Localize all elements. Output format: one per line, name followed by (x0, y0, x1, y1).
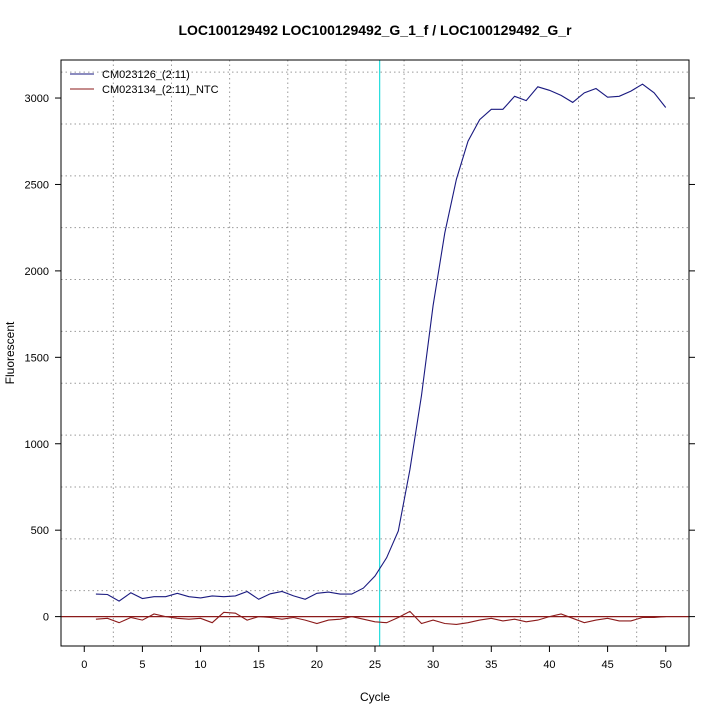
legend-label-1: CM023126_(2:11) (102, 69, 190, 81)
y-tick-label: 2000 (25, 266, 49, 278)
y-tick-label: 1500 (25, 352, 49, 364)
x-axis: 0 5 10 15 20 25 30 35 40 45 50 (81, 645, 672, 671)
y-axis: 0 500 1000 1500 2000 2500 3000 (25, 93, 695, 624)
x-axis-label: Cycle (360, 690, 390, 704)
x-tick-label: 15 (253, 659, 265, 671)
x-tick-label: 0 (81, 659, 87, 671)
x-tick-label: 5 (139, 659, 145, 671)
grid (61, 60, 689, 646)
y-axis-label: Fluorescent (3, 321, 17, 384)
y-tick-label: 0 (43, 612, 49, 624)
series-line-1 (95, 83, 667, 602)
x-tick-label: 20 (311, 659, 323, 671)
series-line-2 (95, 610, 666, 625)
y-tick-label: 500 (31, 525, 49, 537)
x-tick-label: 25 (369, 659, 381, 671)
y-tick-label: 2500 (25, 179, 49, 191)
x-tick-label: 35 (485, 659, 497, 671)
y-tick-label: 3000 (25, 93, 49, 105)
plot-series (61, 60, 689, 646)
x-tick-label: 10 (194, 659, 206, 671)
x-tick-label: 40 (543, 659, 555, 671)
legend: CM023126_(2:11) CM023134_(2:11)_NTC (70, 69, 219, 96)
x-tick-label: 30 (427, 659, 439, 671)
y-tick-label: 1000 (25, 439, 49, 451)
x-tick-label: 50 (660, 659, 672, 671)
x-tick-label: 45 (601, 659, 613, 671)
legend-label-2: CM023134_(2:11)_NTC (102, 84, 219, 96)
chart-title: LOC100129492 LOC100129492_G_1_f / LOC100… (178, 22, 572, 38)
